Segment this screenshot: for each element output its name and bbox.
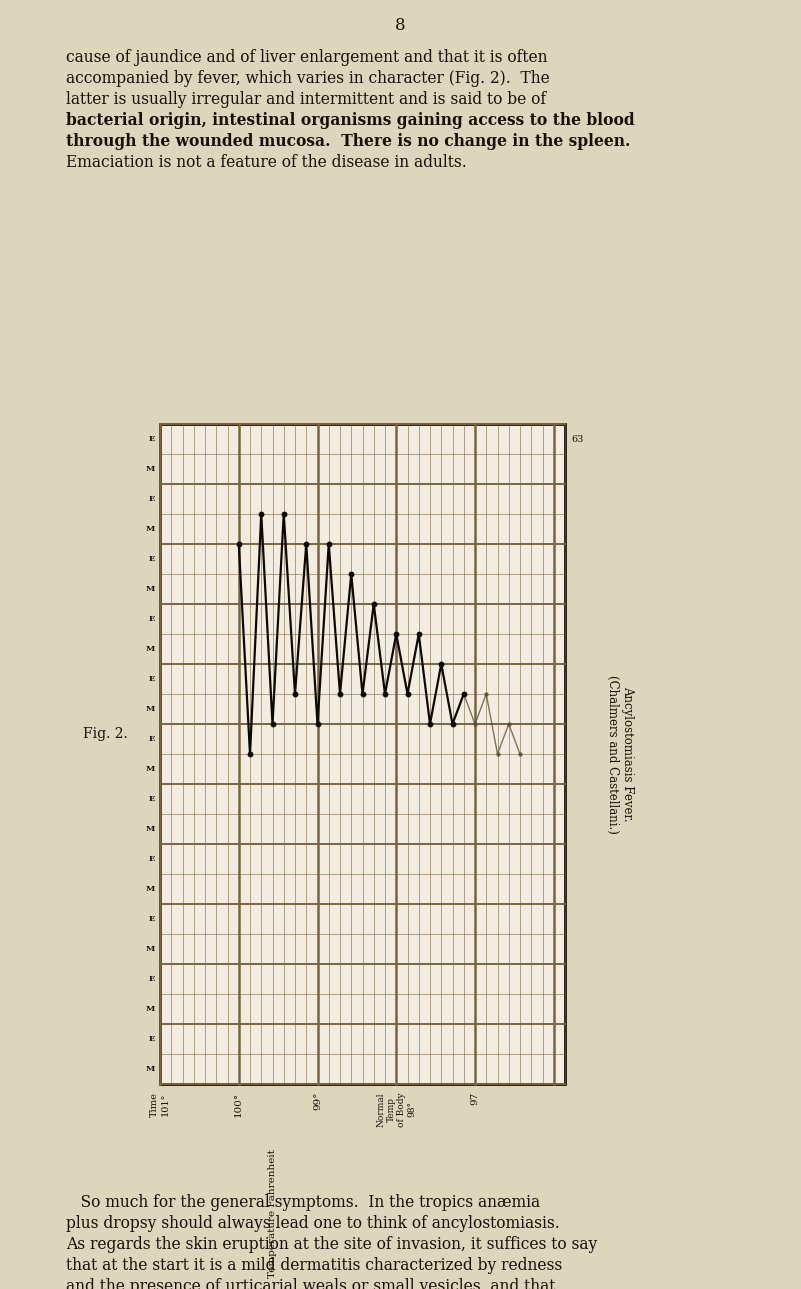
Text: As regards the skin eruption at the site of invasion, it suffices to say: As regards the skin eruption at the site… bbox=[66, 1236, 598, 1253]
Text: So much for the general symptoms.  In the tropics anæmia: So much for the general symptoms. In the… bbox=[66, 1194, 540, 1210]
Text: E: E bbox=[149, 915, 155, 923]
Text: M: M bbox=[146, 825, 155, 833]
Text: bacterial origin, intestinal organisms gaining access to the blood: bacterial origin, intestinal organisms g… bbox=[66, 112, 634, 129]
Text: through the wounded mucosa.  There is no change in the spleen.: through the wounded mucosa. There is no … bbox=[66, 133, 630, 150]
Text: Emaciation is not a feature of the disease in adults.: Emaciation is not a feature of the disea… bbox=[66, 153, 467, 171]
Text: that at the start it is a mild dermatitis characterized by redness: that at the start it is a mild dermatiti… bbox=[66, 1257, 562, 1274]
Text: M: M bbox=[146, 705, 155, 713]
Text: E: E bbox=[149, 495, 155, 503]
Text: M: M bbox=[146, 644, 155, 654]
Text: M: M bbox=[146, 1005, 155, 1013]
Text: 8: 8 bbox=[395, 17, 405, 34]
Text: M: M bbox=[146, 945, 155, 953]
Text: latter is usually irregular and intermittent and is said to be of: latter is usually irregular and intermit… bbox=[66, 92, 546, 108]
Text: E: E bbox=[149, 795, 155, 803]
Text: M: M bbox=[146, 1065, 155, 1072]
Text: E: E bbox=[149, 434, 155, 443]
Bar bbox=[160, 424, 565, 1084]
Text: E: E bbox=[149, 675, 155, 683]
Text: E: E bbox=[149, 556, 155, 563]
Text: accompanied by fever, which varies in character (Fig. 2).  The: accompanied by fever, which varies in ch… bbox=[66, 70, 549, 86]
Text: 97: 97 bbox=[470, 1092, 480, 1105]
Text: 99°: 99° bbox=[313, 1092, 322, 1111]
Text: Normal
Temp
of Body
98°: Normal Temp of Body 98° bbox=[376, 1092, 417, 1127]
Text: 63: 63 bbox=[571, 434, 583, 443]
Text: cause of jaundice and of liver enlargement and that it is often: cause of jaundice and of liver enlargeme… bbox=[66, 49, 548, 66]
Text: plus dropsy should always lead one to think of ancylostomiasis.: plus dropsy should always lead one to th… bbox=[66, 1216, 560, 1232]
Text: Temperature Fahrenheit: Temperature Fahrenheit bbox=[268, 1148, 277, 1277]
Text: M: M bbox=[146, 585, 155, 593]
Text: Time
101°: Time 101° bbox=[151, 1092, 170, 1116]
Text: E: E bbox=[149, 974, 155, 984]
Text: M: M bbox=[146, 764, 155, 773]
Text: 100°: 100° bbox=[234, 1092, 244, 1118]
Text: M: M bbox=[146, 525, 155, 532]
Text: M: M bbox=[146, 465, 155, 473]
Text: E: E bbox=[149, 735, 155, 742]
Text: E: E bbox=[149, 1035, 155, 1043]
Text: E: E bbox=[149, 615, 155, 623]
Text: M: M bbox=[146, 886, 155, 893]
Text: E: E bbox=[149, 855, 155, 864]
Text: Ancylostomiasis Fever.
(Chalmers and Castellani.): Ancylostomiasis Fever. (Chalmers and Cas… bbox=[606, 674, 634, 834]
Text: and the presence of urticarial weals or small vesicles, and that: and the presence of urticarial weals or … bbox=[66, 1277, 555, 1289]
Text: Fig. 2.: Fig. 2. bbox=[83, 727, 127, 741]
